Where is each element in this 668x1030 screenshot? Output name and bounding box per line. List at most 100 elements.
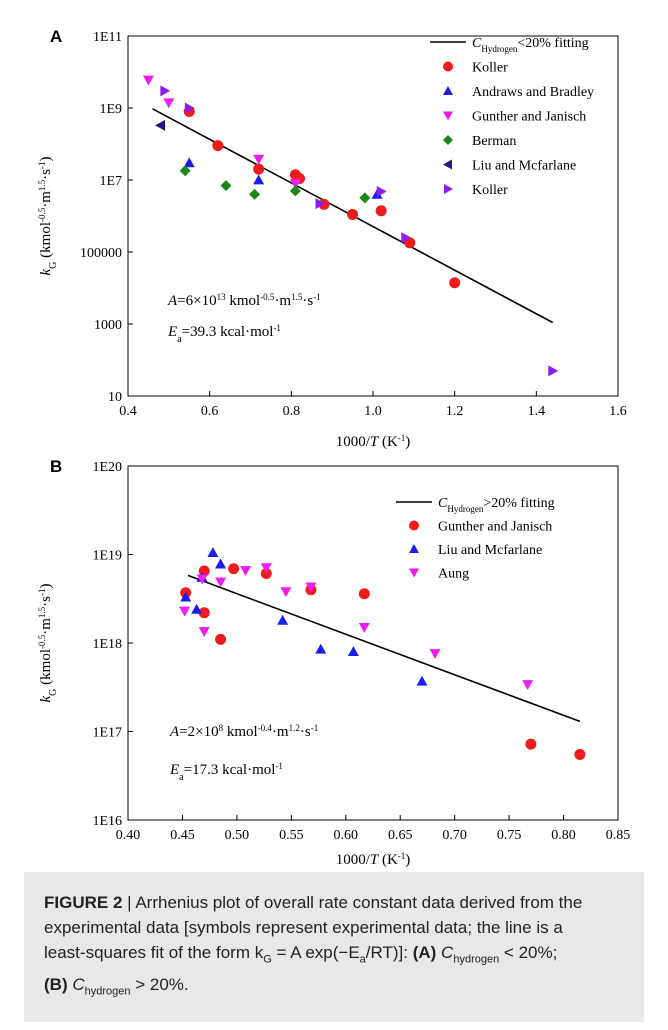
caption-label: FIGURE 2 xyxy=(44,893,123,912)
legend-label-0: Koller xyxy=(472,61,508,76)
panel-a-x-tick-label: 0.4 xyxy=(119,404,137,419)
legend-label-2: Gunther and Janisch xyxy=(472,110,586,125)
panel-b-point-aung-2 xyxy=(429,649,441,660)
panel-a-y-axis-label: kG (kmol-0.5·m1.5·s-1) xyxy=(37,156,59,275)
panel-b-x-tick-label: 0.65 xyxy=(388,828,413,843)
legend-fit-label: CHydrogen<20% fitting xyxy=(472,36,589,54)
panel-a-annotation-Ea: Ea=39.3 kcal·mol-1 xyxy=(167,323,281,345)
panel-a-x-axis-label: 1000/T (K-1) xyxy=(336,433,411,450)
panel-a-x-tick-label: 1.4 xyxy=(528,404,546,419)
panel-a-point-koller-5 xyxy=(184,102,195,114)
panel-b-x-axis-label: 1000/T (K-1) xyxy=(336,851,411,868)
panel-b: B 0.40 0.45 0.50 0.55 0.60 0.65 0.70 0.75 0.80 0.… xyxy=(37,457,630,868)
legend-label-1: Liu and Mcfarlane xyxy=(438,543,542,558)
panel-a-x-tick-label: 1.6 xyxy=(609,404,627,419)
legend-label-5: Koller xyxy=(472,183,508,198)
legend-label-3: Berman xyxy=(472,134,516,149)
panel-b-point-liu-and-mcfarlane-1 xyxy=(180,591,192,602)
panel-b-x-tick-label: 0.50 xyxy=(225,828,250,843)
legend-marker-1 xyxy=(409,544,419,553)
panel-b-y-tick-label: 1E20 xyxy=(92,460,122,475)
caption-line3-mid: = A exp(−E xyxy=(271,943,360,962)
panel-a-x-tick-label: 1.2 xyxy=(446,404,464,419)
panel-a-point-berman-3 xyxy=(220,180,232,192)
legend-marker-2 xyxy=(443,111,453,121)
panel-a-y-tick-label: 10 xyxy=(108,390,122,405)
panel-b-annotation-A: A=2×108 kmol-0.4·m1.2·s-1 xyxy=(169,723,318,740)
panel-b-point-gunther-and-janisch-0 xyxy=(228,563,240,575)
caption-part-b-label: (B) xyxy=(44,975,68,995)
panel-b-point-liu-and-mcfarlane-1 xyxy=(315,643,327,654)
panel-a-point-gunther-and-janisch-2 xyxy=(163,98,175,109)
caption-line2: experimental data [symbols represent exp… xyxy=(44,918,563,937)
panel-b-point-aung-2 xyxy=(522,680,534,690)
panel-b-y-tick-label: 1E17 xyxy=(92,726,122,741)
panel-b-y-tick-label: 1E19 xyxy=(92,549,122,564)
panel-b-point-aung-2 xyxy=(198,627,210,637)
panel-b-point-gunther-and-janisch-0 xyxy=(215,633,227,645)
panel-a-point-koller-0 xyxy=(449,277,461,289)
panel-b-y-axis-label: kG (kmol-0.5·m1.5·s-1) xyxy=(37,583,59,702)
caption-part-b-sub: hydrogen xyxy=(84,985,131,998)
panel-b-annotation-Ea: Ea=17.3 kcal·mol-1 xyxy=(169,761,283,783)
caption-part-a-post: < 20%; xyxy=(499,943,558,962)
panel-b-point-gunther-and-janisch-0 xyxy=(198,607,210,619)
panel-b-x-tick-label: 0.40 xyxy=(116,828,141,843)
panel-a-point-koller-0 xyxy=(253,163,265,175)
panel-a-x-tick-label: 0.8 xyxy=(283,404,301,419)
panel-b-point-aung-2 xyxy=(240,566,252,576)
panel-a-point-berman-3 xyxy=(289,185,301,197)
panel-b-fit-line xyxy=(187,574,581,723)
panel-a-point-koller-5 xyxy=(376,185,387,197)
panel-a-y-tick-label: 1000 xyxy=(94,318,122,333)
panel-a-point-berman-3 xyxy=(179,165,191,177)
panel-b-x-tick-label: 0.80 xyxy=(551,828,576,843)
panel-b-point-aung-2 xyxy=(215,577,227,588)
panel-b-point-gunther-and-janisch-0 xyxy=(260,567,272,579)
panel-a-legend: CHydrogen<20% fitting Koller Andraws and B… xyxy=(430,36,594,198)
panel-b-legend: CHydrogen>20% fitting Gunther and Janisch… xyxy=(396,496,555,582)
panel-a-y-tick-label: 100000 xyxy=(80,246,122,261)
panel-a-y-tick-label: 1E7 xyxy=(99,174,122,189)
caption-part-b-post: > 20%. xyxy=(130,975,189,995)
legend-marker-4 xyxy=(443,159,452,170)
panel-b-point-aung-2 xyxy=(358,623,370,633)
panel-b-x-tick-label: 0.75 xyxy=(497,828,522,843)
caption-part-b-pre: C xyxy=(67,975,85,995)
legend-marker-0 xyxy=(409,520,419,531)
legend-marker-3 xyxy=(443,135,453,145)
legend-marker-1 xyxy=(443,86,453,95)
panel-b-y-tick-label: 1E16 xyxy=(92,814,122,829)
legend-marker-5 xyxy=(444,184,453,194)
panel-b-x-tick-label: 0.85 xyxy=(606,828,631,843)
panel-a-point-koller-5 xyxy=(401,232,412,244)
caption-line3-sub: G xyxy=(263,953,272,966)
panel-a-x-tick-label: 0.6 xyxy=(201,404,219,419)
panel-b-point-gunther-and-janisch-0 xyxy=(358,588,370,600)
panel-b-point-aung-2 xyxy=(260,563,272,574)
caption-part-a-pre: C xyxy=(436,943,454,962)
panel-b-point-liu-and-mcfarlane-1 xyxy=(215,558,227,569)
legend-marker-0 xyxy=(443,61,453,72)
legend-label-0: Gunther and Janisch xyxy=(438,520,552,535)
panel-b-point-aung-2 xyxy=(280,587,292,598)
panel-b-point-liu-and-mcfarlane-1 xyxy=(416,675,428,686)
panel-b-x-tick-label: 0.70 xyxy=(442,828,467,843)
panel-b-label: B xyxy=(50,457,62,476)
panel-a-annotation-A: A=6×1013 kmol-0.5·m1.5·s-1 xyxy=(167,292,321,309)
panel-a-point-berman-3 xyxy=(359,192,371,204)
panel-a-x-tick-label: 1.0 xyxy=(364,404,382,419)
figure-caption: FIGURE 2 | Arrhenius plot of overall rat… xyxy=(24,872,644,1022)
caption-line3-post: /RT)]: xyxy=(365,943,413,962)
legend-label-4: Liu and Mcfarlane xyxy=(472,159,576,174)
panel-a-point-gunther-and-janisch-2 xyxy=(289,179,301,189)
panel-b-point-liu-and-mcfarlane-1 xyxy=(207,547,219,558)
caption-part-a-sub: hydrogen xyxy=(453,953,500,966)
panel-a-point-koller-0 xyxy=(404,237,416,249)
panel-a-point-liu-and-mcfarlane-4 xyxy=(155,119,166,131)
panel-a-label: A xyxy=(50,27,62,46)
panel-a-point-koller-0 xyxy=(375,205,387,217)
legend-marker-2 xyxy=(409,568,419,578)
panel-a-point-koller-0 xyxy=(212,140,224,152)
panel-b-x-tick-label: 0.60 xyxy=(334,828,359,843)
